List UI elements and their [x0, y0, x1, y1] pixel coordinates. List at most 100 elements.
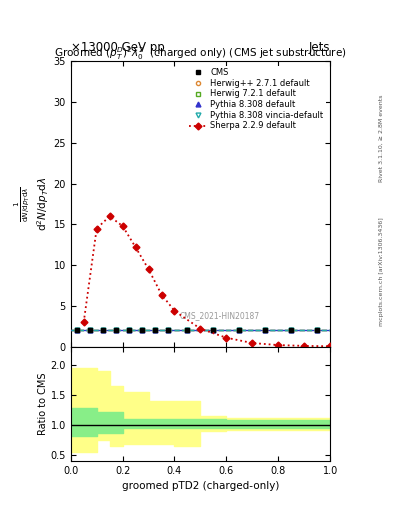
Herwig 7.2.1 default: [211, 327, 216, 333]
Sherpa 2.2.9 default: [120, 223, 125, 229]
CMS: [88, 327, 93, 333]
Text: CMS_2021-HIN20187: CMS_2021-HIN20187: [180, 311, 260, 320]
Pythia 8.308 default: [152, 327, 157, 333]
Sherpa 2.2.9 default: [146, 266, 151, 272]
Legend: CMS, Herwig++ 2.7.1 default, Herwig 7.2.1 default, Pythia 8.308 default, Pythia : CMS, Herwig++ 2.7.1 default, Herwig 7.2.…: [186, 66, 326, 133]
CMS: [185, 327, 190, 333]
CMS: [140, 327, 145, 333]
CMS: [114, 327, 119, 333]
Pythia 8.308 vincia-default: [315, 327, 320, 333]
Pythia 8.308 default: [127, 327, 131, 333]
CMS: [127, 327, 131, 333]
Herwig 7.2.1 default: [101, 327, 105, 333]
Pythia 8.308 default: [88, 327, 93, 333]
Herwig++ 2.7.1 default: [237, 327, 242, 333]
Pythia 8.308 default: [101, 327, 105, 333]
Herwig 7.2.1 default: [166, 327, 171, 333]
CMS: [315, 327, 320, 333]
Herwig 7.2.1 default: [237, 327, 242, 333]
Herwig++ 2.7.1 default: [315, 327, 320, 333]
Sherpa 2.2.9 default: [198, 326, 203, 332]
Herwig++ 2.7.1 default: [101, 327, 105, 333]
Pythia 8.308 vincia-default: [237, 327, 242, 333]
Y-axis label: Ratio to CMS: Ratio to CMS: [38, 373, 48, 435]
Sherpa 2.2.9 default: [276, 342, 281, 348]
Pythia 8.308 default: [185, 327, 190, 333]
Line: Herwig++ 2.7.1 default: Herwig++ 2.7.1 default: [75, 328, 319, 332]
Herwig 7.2.1 default: [75, 327, 79, 333]
Pythia 8.308 default: [315, 327, 320, 333]
Pythia 8.308 vincia-default: [185, 327, 190, 333]
Herwig++ 2.7.1 default: [75, 327, 79, 333]
Pythia 8.308 vincia-default: [211, 327, 216, 333]
Sherpa 2.2.9 default: [328, 343, 332, 349]
Sherpa 2.2.9 default: [224, 335, 229, 341]
Pythia 8.308 default: [75, 327, 79, 333]
Herwig++ 2.7.1 default: [211, 327, 216, 333]
Herwig 7.2.1 default: [114, 327, 119, 333]
Pythia 8.308 vincia-default: [263, 327, 268, 333]
Y-axis label: $\frac{1}{\mathrm{d}N/\mathrm{d}p_T\mathrm{d}\lambda}$
$\mathrm{d}^2N/\mathrm{d}: $\frac{1}{\mathrm{d}N/\mathrm{d}p_T\math…: [13, 177, 51, 231]
Pythia 8.308 vincia-default: [152, 327, 157, 333]
Herwig++ 2.7.1 default: [127, 327, 131, 333]
CMS: [101, 327, 105, 333]
CMS: [237, 327, 242, 333]
CMS: [211, 327, 216, 333]
Herwig 7.2.1 default: [127, 327, 131, 333]
Herwig++ 2.7.1 default: [88, 327, 93, 333]
Herwig 7.2.1 default: [152, 327, 157, 333]
Pythia 8.308 default: [289, 327, 294, 333]
Line: CMS: CMS: [75, 328, 320, 333]
Pythia 8.308 vincia-default: [127, 327, 131, 333]
Sherpa 2.2.9 default: [172, 308, 177, 314]
Herwig++ 2.7.1 default: [140, 327, 145, 333]
Sherpa 2.2.9 default: [133, 244, 138, 250]
X-axis label: groomed pTD2 (charged-only): groomed pTD2 (charged-only): [122, 481, 279, 491]
Sherpa 2.2.9 default: [94, 225, 99, 231]
Pythia 8.308 vincia-default: [88, 327, 93, 333]
Text: Jets: Jets: [309, 41, 330, 54]
Pythia 8.308 default: [140, 327, 145, 333]
Text: Rivet 3.1.10, ≥ 2.8M events: Rivet 3.1.10, ≥ 2.8M events: [379, 95, 384, 182]
Herwig++ 2.7.1 default: [152, 327, 157, 333]
Pythia 8.308 default: [114, 327, 119, 333]
Pythia 8.308 vincia-default: [101, 327, 105, 333]
Pythia 8.308 vincia-default: [289, 327, 294, 333]
CMS: [152, 327, 157, 333]
Sherpa 2.2.9 default: [159, 291, 164, 297]
Text: mcplots.cern.ch [arXiv:1306.3436]: mcplots.cern.ch [arXiv:1306.3436]: [379, 217, 384, 326]
Herwig 7.2.1 default: [185, 327, 190, 333]
Herwig 7.2.1 default: [289, 327, 294, 333]
Sherpa 2.2.9 default: [250, 340, 255, 346]
Line: Pythia 8.308 default: Pythia 8.308 default: [75, 328, 320, 333]
Pythia 8.308 vincia-default: [75, 327, 79, 333]
Pythia 8.308 default: [237, 327, 242, 333]
Herwig++ 2.7.1 default: [185, 327, 190, 333]
Herwig++ 2.7.1 default: [166, 327, 171, 333]
Text: ×13000 GeV pp: ×13000 GeV pp: [71, 41, 165, 54]
Sherpa 2.2.9 default: [81, 319, 86, 325]
Herwig 7.2.1 default: [140, 327, 145, 333]
Pythia 8.308 vincia-default: [114, 327, 119, 333]
Herwig++ 2.7.1 default: [114, 327, 119, 333]
Pythia 8.308 default: [166, 327, 171, 333]
Sherpa 2.2.9 default: [302, 343, 307, 349]
CMS: [263, 327, 268, 333]
CMS: [166, 327, 171, 333]
Herwig++ 2.7.1 default: [289, 327, 294, 333]
Line: Pythia 8.308 vincia-default: Pythia 8.308 vincia-default: [75, 328, 320, 333]
Herwig 7.2.1 default: [315, 327, 320, 333]
Herwig 7.2.1 default: [88, 327, 93, 333]
Herwig++ 2.7.1 default: [263, 327, 268, 333]
Pythia 8.308 default: [211, 327, 216, 333]
CMS: [75, 327, 79, 333]
Line: Sherpa 2.2.9 default: Sherpa 2.2.9 default: [81, 214, 332, 349]
CMS: [289, 327, 294, 333]
Herwig 7.2.1 default: [263, 327, 268, 333]
Pythia 8.308 vincia-default: [140, 327, 145, 333]
Pythia 8.308 vincia-default: [166, 327, 171, 333]
Pythia 8.308 default: [263, 327, 268, 333]
Title: Groomed $(p_T^D)^2\lambda_0^2$  (charged only) (CMS jet substructure): Groomed $(p_T^D)^2\lambda_0^2$ (charged …: [54, 46, 347, 62]
Sherpa 2.2.9 default: [107, 213, 112, 219]
Line: Herwig 7.2.1 default: Herwig 7.2.1 default: [75, 328, 319, 332]
